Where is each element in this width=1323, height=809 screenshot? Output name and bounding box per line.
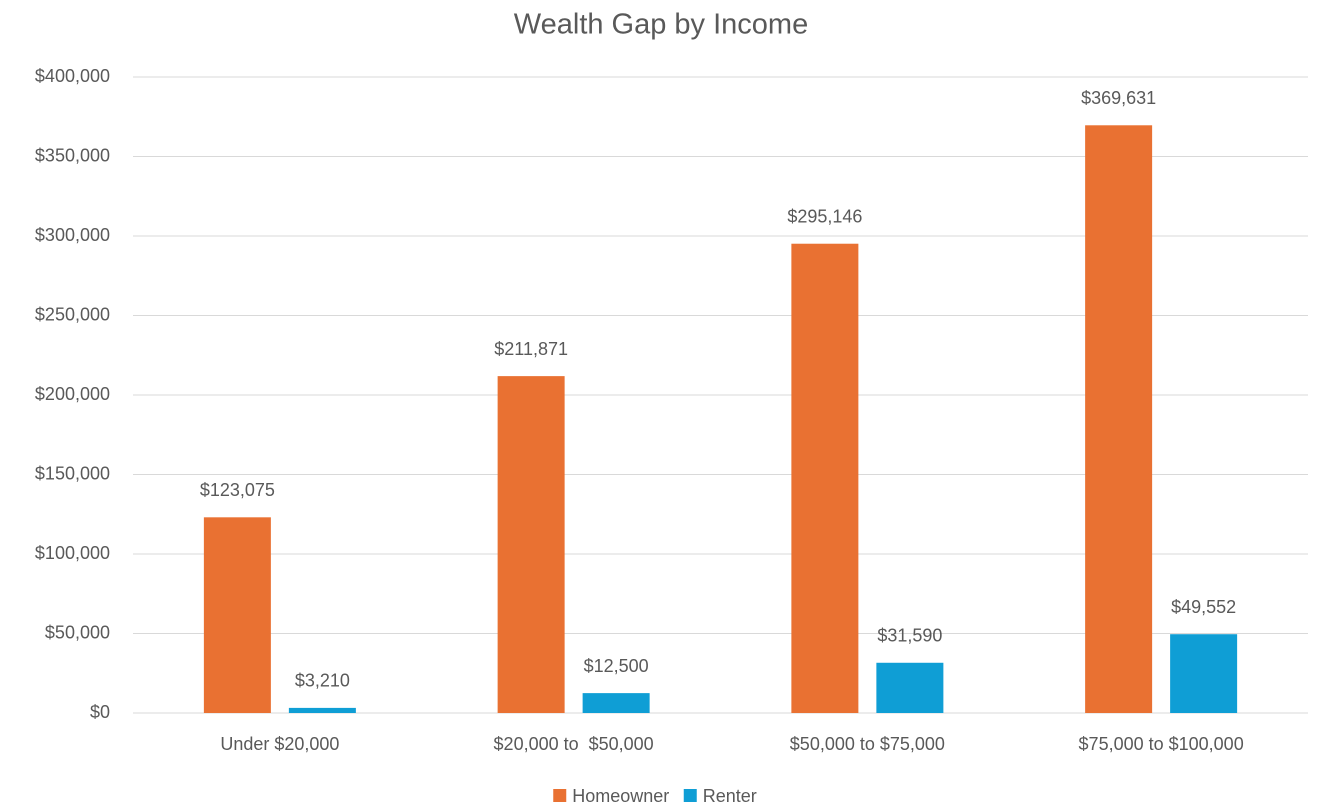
bar (876, 662, 944, 713)
x-tick-label: $50,000 to $75,000 (790, 734, 945, 754)
y-tick-label: $300,000 (35, 225, 110, 245)
data-label: $295,146 (787, 206, 862, 226)
bar (288, 707, 356, 713)
legend-swatch (553, 789, 567, 802)
bar (497, 376, 565, 713)
legend-swatch (683, 789, 697, 802)
legend-label: Homeowner (572, 786, 669, 806)
y-tick-label: $50,000 (45, 622, 110, 642)
data-label: $211,871 (494, 339, 568, 359)
data-label: $49,552 (1171, 597, 1236, 617)
y-tick-label: $0 (90, 702, 110, 722)
x-tick-label: $75,000 to $100,000 (1079, 734, 1244, 754)
bar (791, 243, 859, 713)
bar (582, 693, 650, 713)
y-tick-label: $200,000 (35, 384, 110, 404)
y-tick-label: $150,000 (35, 463, 110, 483)
y-tick-label: $350,000 (35, 145, 110, 165)
legend-label: Renter (703, 786, 757, 806)
y-tick-label: $100,000 (35, 543, 110, 563)
data-label: $12,500 (584, 656, 649, 676)
bar (203, 517, 271, 713)
x-tick-label: $20,000 to $50,000 (494, 734, 654, 754)
bar (1170, 634, 1238, 713)
bar (1085, 125, 1153, 713)
data-label: $31,590 (877, 626, 942, 646)
data-label: $3,210 (295, 671, 350, 691)
y-tick-label: $250,000 (35, 304, 110, 324)
data-label: $369,631 (1081, 88, 1156, 108)
data-label: $123,075 (200, 480, 275, 500)
chart-title: Wealth Gap by Income (514, 9, 808, 41)
x-tick-label: Under $20,000 (220, 734, 339, 754)
y-tick-label: $400,000 (35, 66, 110, 86)
